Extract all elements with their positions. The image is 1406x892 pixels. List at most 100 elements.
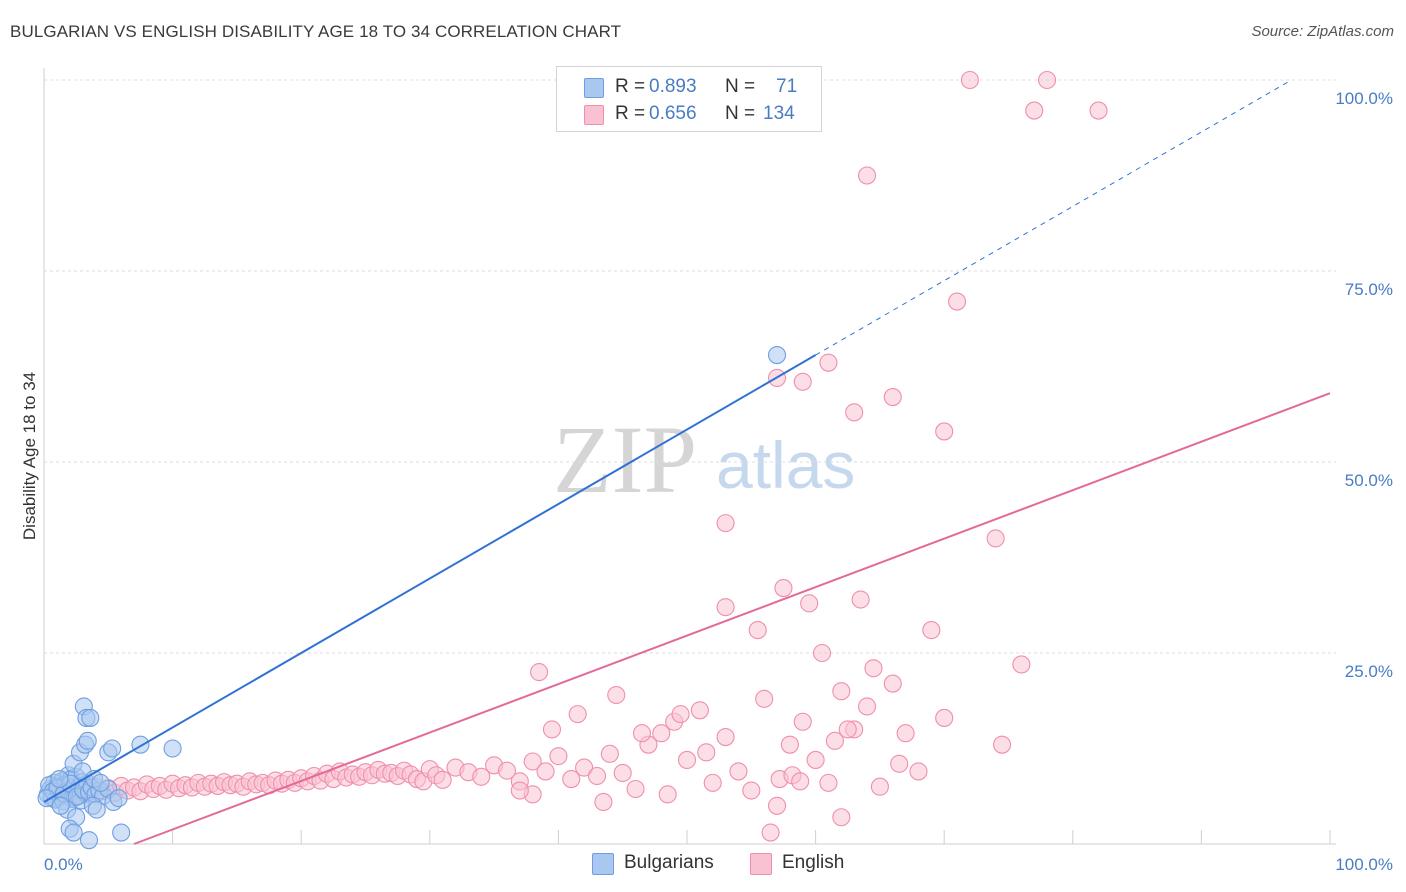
- x-tick-label: 100.0%: [1335, 855, 1393, 874]
- english-trend-line: [133, 392, 1331, 845]
- stats-legend: R = 0.893 N = 71 R = 0.656 N = 134: [556, 66, 822, 132]
- english-point: [761, 823, 780, 842]
- english-point: [793, 712, 812, 731]
- english-point: [825, 731, 844, 750]
- legend-swatch-english: [584, 105, 604, 125]
- english-point: [549, 747, 568, 766]
- english-point: [703, 773, 722, 792]
- english-point: [542, 720, 562, 739]
- english-point: [742, 781, 761, 800]
- bulgarian-point: [78, 731, 97, 750]
- english-point: [716, 727, 735, 747]
- english-point: [587, 766, 607, 786]
- english-point: [1089, 101, 1108, 120]
- bulgarian-point: [51, 796, 70, 815]
- legend-n-label: N =: [725, 76, 756, 97]
- bulgarian-point: [767, 345, 787, 365]
- bottom-legend-swatch-english: [750, 853, 772, 875]
- english-point: [793, 372, 812, 391]
- bulgarian-point: [109, 789, 128, 808]
- english-point: [1038, 70, 1057, 90]
- english-point: [896, 724, 915, 743]
- english-point: [677, 750, 697, 770]
- axes: [43, 68, 1336, 845]
- english-point: [948, 292, 967, 311]
- x-tick-label: 0.0%: [44, 855, 83, 874]
- english-point: [819, 773, 838, 792]
- bulgarian-point: [79, 831, 99, 850]
- english-point: [851, 590, 870, 609]
- english-point: [838, 720, 857, 739]
- english-point: [536, 762, 555, 781]
- english-point: [562, 770, 581, 789]
- bulgarian-point: [112, 823, 131, 842]
- legend-r-label: R =: [615, 103, 646, 124]
- english-point: [748, 621, 767, 640]
- bulgarian-point: [91, 773, 110, 792]
- bulgarian-point: [163, 739, 182, 758]
- bulgarian-trend-extension: [815, 79, 1292, 356]
- watermark-zip: ZIP: [553, 406, 697, 513]
- bulgarian-point: [81, 708, 100, 727]
- bulgarian-point: [103, 739, 122, 758]
- bottom-legend-label-english: English: [782, 852, 845, 873]
- legend-swatch-bulgarians: [584, 78, 604, 98]
- english-point: [890, 754, 909, 773]
- legend-n-label: N =: [725, 103, 756, 124]
- bulgarian-point: [50, 770, 69, 789]
- bottom-legend-label-bulgarians: Bulgarians: [624, 852, 714, 873]
- english-point: [791, 772, 810, 791]
- trend-lines: [43, 79, 1331, 845]
- english-point: [1012, 655, 1031, 674]
- grid-lines: [44, 79, 1336, 654]
- english-point: [690, 701, 709, 720]
- english-point: [575, 758, 594, 777]
- legend-r-label: R =: [615, 76, 646, 97]
- english-point: [857, 166, 877, 185]
- y-tick-label: 25.0%: [1345, 662, 1393, 681]
- english-point: [864, 659, 883, 678]
- english-point: [530, 663, 549, 682]
- bulgarian-points: [37, 345, 787, 850]
- english-point: [922, 621, 941, 640]
- source-label: Source: ZipAtlas.com: [1251, 23, 1394, 40]
- english-point: [883, 388, 902, 407]
- y-tick-label: 75.0%: [1345, 280, 1393, 299]
- english-point: [497, 761, 517, 780]
- english-point: [607, 685, 626, 705]
- english-point: [935, 422, 954, 441]
- watermark: ZIP atlas: [553, 406, 855, 513]
- watermark-atlas: atlas: [716, 428, 855, 502]
- axis-labels: 25.0% 50.0% 75.0% 100.0% 0.0% 100.0% Disabilit…: [20, 89, 1393, 874]
- english-point: [857, 697, 877, 716]
- legend-r-value: 0.656: [649, 103, 697, 124]
- english-point: [755, 689, 774, 708]
- legend-r-value: 0.893: [649, 76, 697, 97]
- english-point: [613, 763, 632, 782]
- bulgarian-trend-line: [43, 354, 817, 803]
- english-point: [626, 779, 645, 799]
- english-point: [433, 770, 452, 789]
- chart-title: BULGARIAN VS ENGLISH DISABILITY AGE 18 T…: [10, 22, 622, 41]
- english-point: [658, 785, 677, 804]
- english-point: [806, 750, 825, 770]
- bulgarian-point: [37, 789, 56, 808]
- english-point: [774, 579, 793, 598]
- english-point: [697, 743, 716, 762]
- english-point: [780, 735, 799, 754]
- english-point: [729, 762, 748, 781]
- english-point: [845, 403, 864, 422]
- bulgarian-point: [64, 823, 83, 842]
- english-point: [1025, 101, 1044, 120]
- english-point: [671, 705, 690, 724]
- english-point: [472, 767, 491, 786]
- english-point: [510, 781, 529, 800]
- y-axis-title: Disability Age 18 to 34: [20, 372, 39, 540]
- english-point: [909, 762, 928, 781]
- english-point: [523, 752, 542, 771]
- english-point: [960, 70, 979, 90]
- english-point: [600, 744, 619, 763]
- english-point: [594, 792, 613, 812]
- english-point: [568, 705, 587, 724]
